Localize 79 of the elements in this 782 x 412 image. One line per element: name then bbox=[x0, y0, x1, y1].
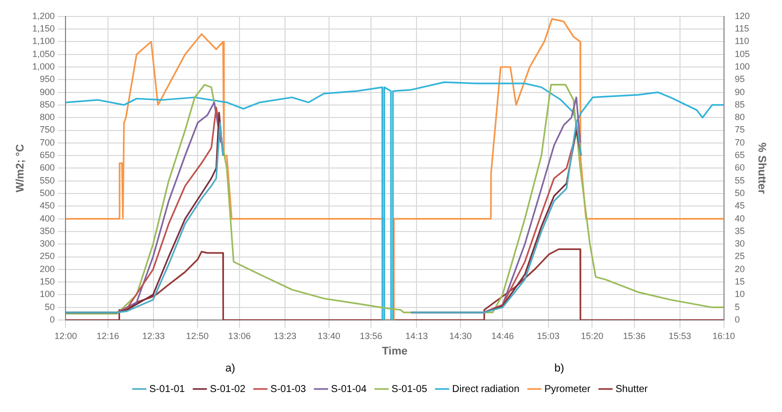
y-tick-label: 550 bbox=[40, 175, 55, 186]
y-tick-label: 450 bbox=[40, 200, 55, 211]
y2-tick-label: 0 bbox=[734, 314, 740, 324]
legend-label: S-01-05 bbox=[392, 384, 428, 395]
y2-tick-label: 110 bbox=[734, 36, 750, 46]
legend-label: Shutter bbox=[616, 384, 648, 395]
y-tick-label: 850 bbox=[40, 99, 55, 110]
y-tick-label: 300 bbox=[40, 238, 55, 249]
x-tick-label: 13:40 bbox=[318, 330, 340, 341]
y2-tick-label: 45 bbox=[734, 200, 745, 211]
y-tick-label: 950 bbox=[40, 74, 55, 84]
y-tick-label: 1,050 bbox=[32, 48, 55, 59]
y2-tick-label: 65 bbox=[734, 150, 745, 160]
x-tick-label: 15:03 bbox=[537, 330, 560, 341]
x-tick-label: 15:36 bbox=[623, 330, 646, 341]
legend-label: S-01-03 bbox=[270, 384, 306, 395]
y-axis-title: W/m2; °C bbox=[14, 144, 27, 192]
y-tick-label: 150 bbox=[40, 276, 55, 287]
y2-tick-label: 90 bbox=[734, 86, 745, 97]
legend-label: S-01-02 bbox=[210, 384, 246, 395]
y2-tick-label: 120 bbox=[734, 10, 750, 21]
y-tick-label: 700 bbox=[40, 137, 55, 148]
y2-tick-label: 5 bbox=[734, 302, 740, 312]
y2-tick-label: 95 bbox=[734, 74, 745, 84]
y-tick-label: 900 bbox=[40, 86, 55, 97]
y-tick-label: 250 bbox=[40, 251, 55, 262]
y-tick-label: 500 bbox=[40, 188, 55, 198]
y2-axis-title: % Shutter bbox=[755, 142, 768, 195]
y2-tick-label: 60 bbox=[734, 162, 745, 173]
y2-tick-label: 10 bbox=[734, 289, 745, 300]
y2-tick-label: 105 bbox=[734, 48, 750, 59]
text: b) bbox=[554, 362, 564, 375]
y-tick-label: 800 bbox=[40, 112, 55, 122]
y-tick-label: 200 bbox=[40, 264, 55, 274]
y-tick-label: 50 bbox=[44, 302, 55, 312]
x-tick-label: 12:33 bbox=[142, 330, 165, 341]
y-tick-label: 400 bbox=[40, 213, 55, 224]
y-tick-label: 650 bbox=[40, 150, 55, 160]
y2-tick-label: 25 bbox=[734, 251, 745, 262]
x-tick-label: 13:06 bbox=[228, 330, 251, 341]
x-tick-label: 14:13 bbox=[405, 330, 428, 341]
x-tick-label: 15:20 bbox=[580, 330, 604, 341]
y2-tick-label: 20 bbox=[734, 264, 745, 274]
legend-label: S-01-01 bbox=[149, 384, 186, 395]
x-tick-label: 14:30 bbox=[449, 330, 472, 341]
y2-tick-label: 15 bbox=[734, 276, 745, 287]
y2-tick-label: 70 bbox=[734, 137, 745, 148]
y2-tick-label: 30 bbox=[734, 238, 745, 249]
y2-tick-label: 80 bbox=[734, 112, 745, 122]
y2-tick-label: 75 bbox=[734, 124, 745, 135]
y2-tick-label: 115 bbox=[734, 24, 750, 34]
y2-tick-label: 100 bbox=[734, 61, 750, 72]
legend-label: Direct radiation bbox=[452, 384, 520, 395]
y2-tick-label: 55 bbox=[734, 175, 745, 186]
y2-tick-label: 50 bbox=[734, 188, 745, 198]
y-tick-label: 350 bbox=[40, 226, 55, 236]
x-tick-label: 13:23 bbox=[274, 330, 296, 341]
x-tick-label: 12:50 bbox=[186, 330, 209, 341]
y-tick-label: 1,100 bbox=[32, 36, 55, 46]
text: a) bbox=[225, 362, 236, 375]
y-tick-label: 750 bbox=[40, 124, 55, 135]
x-tick-label: 12:00 bbox=[54, 330, 77, 341]
y-tick-label: 1,000 bbox=[32, 61, 55, 72]
x-tick-label: 16:10 bbox=[712, 330, 736, 341]
y-tick-label: 1,200 bbox=[32, 10, 55, 21]
y2-tick-label: 85 bbox=[734, 99, 745, 110]
y-tick-label: 1,150 bbox=[32, 24, 55, 34]
x-tick-label: 15:53 bbox=[668, 330, 692, 341]
y2-tick-label: 40 bbox=[734, 213, 745, 224]
x-tick-label: 14:46 bbox=[491, 330, 514, 341]
legend-label: Pyrometer bbox=[544, 384, 592, 395]
x-axis-title: Time bbox=[382, 345, 408, 358]
y2-tick-label: 35 bbox=[734, 226, 745, 236]
y-tick-label: 0 bbox=[50, 314, 55, 324]
y-tick-label: 100 bbox=[40, 289, 55, 300]
y-tick-label: 600 bbox=[40, 162, 55, 173]
x-tick-label: 12:16 bbox=[96, 330, 120, 341]
x-tick-label: 13:56 bbox=[360, 330, 382, 341]
legend-label: S-01-04 bbox=[330, 384, 367, 395]
